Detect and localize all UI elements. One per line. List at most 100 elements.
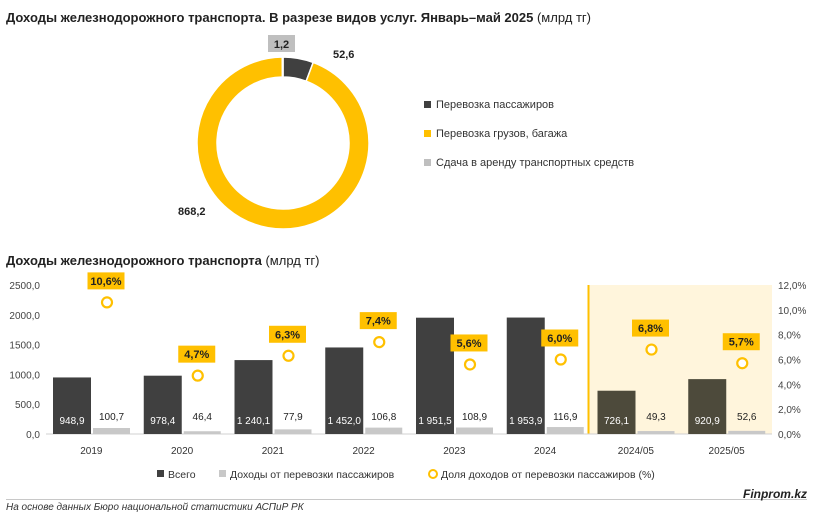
- y-left-tick-label: 2000,0: [9, 311, 40, 322]
- bar-total: [506, 317, 545, 434]
- source-note: На основе данных Бюро национальной стати…: [6, 502, 304, 513]
- x-tick-label: 2022: [353, 446, 376, 457]
- y-left-tick-label: 500,0: [15, 400, 40, 411]
- legend-label-total: Всего: [168, 469, 196, 481]
- legend-label-cargo: Перевозка грузов, багажа: [436, 128, 568, 140]
- y-left-tick-label: 1500,0: [9, 341, 40, 352]
- share-marker: [463, 358, 477, 371]
- share-label: 6,8%: [638, 323, 663, 335]
- bar-total-label: 978,4: [150, 416, 175, 427]
- x-tick-label: 2023: [443, 446, 466, 457]
- bar-chart-title: Доходы железнодорожного транспорта (млрд…: [6, 253, 319, 268]
- share-marker: [100, 296, 114, 309]
- share-label-box: [178, 345, 216, 363]
- bar-total: [234, 360, 273, 434]
- share-marker: [736, 357, 749, 370]
- bar-chart-unit: (млрд тг): [265, 253, 320, 268]
- y-right-tick-label: 0,0%: [778, 430, 801, 441]
- x-tick-label: 2024/05: [618, 446, 655, 457]
- x-tick-label: 2020: [171, 446, 194, 457]
- x-tick-label: 2024: [534, 446, 557, 457]
- x-tick-label: 2019: [80, 446, 103, 457]
- share-label: 6,0%: [547, 333, 572, 345]
- legend-label-passengers: Доходы от перевозки пассажиров: [230, 469, 395, 481]
- bar-total-label: 1 240,1: [237, 416, 271, 427]
- donut-label-passengers: 52,6: [333, 49, 354, 61]
- legend-swatch-passengers: [219, 470, 226, 477]
- x-tick-label: 2025/05: [709, 446, 746, 457]
- legend-swatch-cargo: [424, 130, 431, 137]
- share-marker: [282, 349, 295, 362]
- bar-passengers: [93, 427, 130, 434]
- share-label: 5,7%: [729, 337, 754, 349]
- donut-label-cargo: 868,2: [178, 206, 206, 218]
- share-label-box: [450, 334, 488, 352]
- bar-total-label: 920,9: [695, 416, 720, 427]
- share-label: 6,3%: [275, 329, 300, 341]
- legend-swatch-rental: [424, 159, 431, 166]
- brand-logo: Finprom.kz: [742, 487, 807, 501]
- y-right-tick-label: 10,0%: [778, 306, 806, 317]
- bar-total: [53, 377, 91, 434]
- donut-slice-rental: [281, 56, 284, 78]
- bar-passengers: [728, 430, 766, 434]
- bar-passengers-label: 116,9: [553, 412, 578, 423]
- bar-total-label: 948,9: [59, 416, 84, 427]
- bar-passengers-label: 77,9: [283, 412, 303, 423]
- y-left-tick-label: 0,0: [26, 430, 40, 441]
- bar-passengers-label: 100,7: [99, 412, 124, 423]
- share-marker: [554, 353, 567, 366]
- bar-chart-title-text: Доходы железнодорожного транспорта: [6, 253, 262, 268]
- bar-passengers: [637, 431, 675, 434]
- bar-total-label: 1 953,9: [509, 416, 543, 427]
- y-left-tick-label: 2500,0: [9, 281, 40, 292]
- y-left-tick-label: 1000,0: [9, 370, 40, 381]
- footer-divider: [6, 499, 807, 500]
- pie-chart-title: Доходы железнодорожного транспорта. В ра…: [6, 10, 591, 25]
- bar-passengers-label: 49,3: [646, 412, 666, 423]
- bar-passengers: [365, 427, 403, 434]
- donut-label-rental-box: [268, 35, 295, 52]
- legend-swatch-total: [157, 470, 164, 477]
- share-label-box: [541, 329, 579, 347]
- x-tick-label: 2021: [262, 446, 285, 457]
- share-label: 5,6%: [456, 338, 481, 350]
- bar-total: [325, 347, 364, 434]
- bar-total-label: 726,1: [604, 416, 629, 427]
- share-label-box: [87, 272, 125, 290]
- bar-passengers: [456, 427, 493, 434]
- bar-total: [597, 390, 636, 434]
- bar-total: [143, 375, 182, 434]
- share-marker: [191, 369, 204, 382]
- bar-total-label: 1 452,0: [328, 416, 362, 427]
- share-label-box: [269, 325, 306, 343]
- donut-slice-cargo: [196, 56, 370, 230]
- share-label: 10,6%: [90, 276, 121, 288]
- y-right-tick-label: 12,0%: [778, 281, 806, 292]
- bar-passengers-label: 52,6: [737, 412, 757, 423]
- share-label-box: [632, 319, 669, 337]
- share-label-box: [722, 333, 760, 351]
- share-marker: [373, 336, 386, 349]
- legend-label-passengers: Перевозка пассажиров: [436, 99, 554, 111]
- bar-chart: 0,0 500,0 1000,0 1500,0 2000,0 2500,0 0,0% 2,0%…: [9, 272, 806, 481]
- bar-passengers: [546, 427, 584, 434]
- share-label: 4,7%: [184, 349, 209, 361]
- bar-passengers-label: 108,9: [462, 412, 487, 423]
- pie-chart-title-text: Доходы железнодорожного транспорта. В ра…: [6, 10, 534, 25]
- share-marker: [645, 343, 658, 356]
- bar-total: [688, 379, 727, 434]
- legend-swatch-passengers: [424, 101, 431, 108]
- y-right-tick-label: 2,0%: [778, 405, 801, 416]
- bar-total: [416, 317, 454, 434]
- share-label-box: [359, 312, 397, 330]
- bar-passengers: [183, 431, 221, 434]
- bar-passengers-label: 106,8: [371, 412, 396, 423]
- y-right-tick-label: 4,0%: [778, 380, 801, 391]
- donut-chart: 52,6 868,2 1,2 Перевозка пассажиров Перевозк…: [178, 35, 634, 230]
- legend-label-rental: Сдача в аренду транспортных средств: [436, 157, 634, 169]
- pie-chart-unit: (млрд тг): [536, 10, 591, 25]
- bar-passengers: [274, 429, 312, 434]
- bar-passengers-label: 46,4: [193, 412, 213, 423]
- legend-marker-share: [428, 469, 438, 479]
